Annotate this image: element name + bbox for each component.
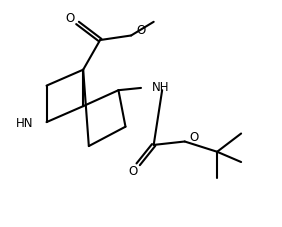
Text: O: O bbox=[128, 164, 137, 178]
Text: O: O bbox=[66, 12, 75, 25]
Text: NH: NH bbox=[152, 81, 170, 94]
Text: O: O bbox=[189, 131, 198, 144]
Text: HN: HN bbox=[16, 116, 34, 129]
Text: O: O bbox=[137, 24, 146, 37]
